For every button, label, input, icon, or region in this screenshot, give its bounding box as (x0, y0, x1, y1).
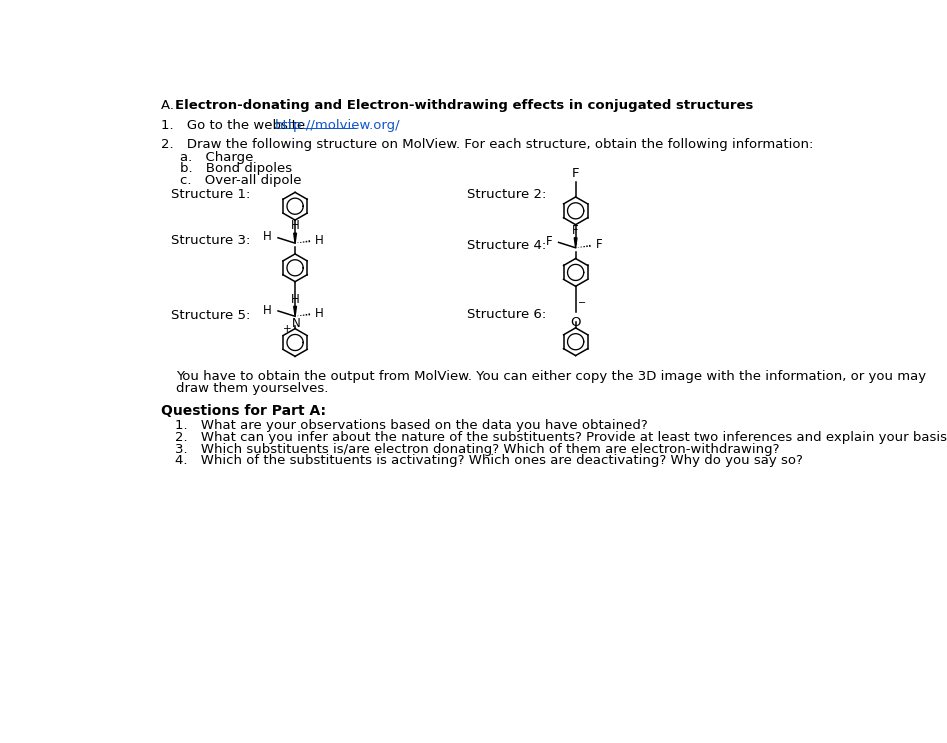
Polygon shape (574, 238, 577, 247)
Text: http://molview.org/: http://molview.org/ (275, 119, 401, 132)
Text: H: H (291, 219, 299, 233)
Text: F: F (572, 167, 580, 180)
Text: Questions for Part A:: Questions for Part A: (161, 404, 326, 418)
Text: O: O (570, 316, 581, 328)
Text: Structure 1:: Structure 1: (171, 188, 250, 201)
Text: 2. What can you infer about the nature of the substituents? Provide at least two: 2. What can you infer about the nature o… (175, 431, 947, 444)
Text: 1. Go to the website: 1. Go to the website (161, 119, 312, 132)
Text: A.: A. (161, 99, 181, 112)
Text: −: − (578, 298, 586, 308)
Text: Structure 6:: Structure 6: (467, 308, 546, 321)
Text: draw them yourselves.: draw them yourselves. (176, 382, 329, 395)
Polygon shape (294, 233, 296, 243)
Polygon shape (294, 306, 296, 317)
Text: 1. What are your observations based on the data you have obtained?: 1. What are your observations based on t… (175, 420, 648, 432)
Text: H: H (315, 307, 324, 319)
Text: 4. Which of the substituents is activating? Which ones are deactivating? Why do : 4. Which of the substituents is activati… (175, 454, 803, 467)
Text: a. Charge: a. Charge (180, 151, 253, 163)
Text: Structure 2:: Structure 2: (467, 188, 546, 201)
Text: H: H (291, 293, 299, 305)
Text: Structure 3:: Structure 3: (171, 234, 250, 247)
Text: 3. Which substituents is/are electron donating? Which of them are electron-withd: 3. Which substituents is/are electron do… (175, 443, 779, 455)
Text: F: F (572, 224, 579, 237)
Text: Structure 4:: Structure 4: (467, 239, 546, 252)
Text: c. Over-all dipole: c. Over-all dipole (180, 174, 301, 186)
Text: b. Bond dipoles: b. Bond dipoles (180, 162, 292, 175)
Text: Electron-donating and Electron-withdrawing effects in conjugated structures: Electron-donating and Electron-withdrawi… (175, 99, 753, 112)
Text: H: H (315, 233, 324, 247)
Text: +: + (283, 324, 292, 334)
Text: Structure 5:: Structure 5: (171, 308, 250, 322)
Text: N: N (292, 317, 300, 330)
Text: H: H (263, 230, 272, 244)
Text: H: H (263, 304, 272, 317)
Text: You have to obtain the output from MolView. You can either copy the 3D image wit: You have to obtain the output from MolVi… (176, 370, 926, 383)
Text: 2. Draw the following structure on MolView. For each structure, obtain the follo: 2. Draw the following structure on MolVi… (161, 137, 813, 151)
Text: F: F (596, 239, 602, 251)
Text: F: F (545, 235, 552, 248)
